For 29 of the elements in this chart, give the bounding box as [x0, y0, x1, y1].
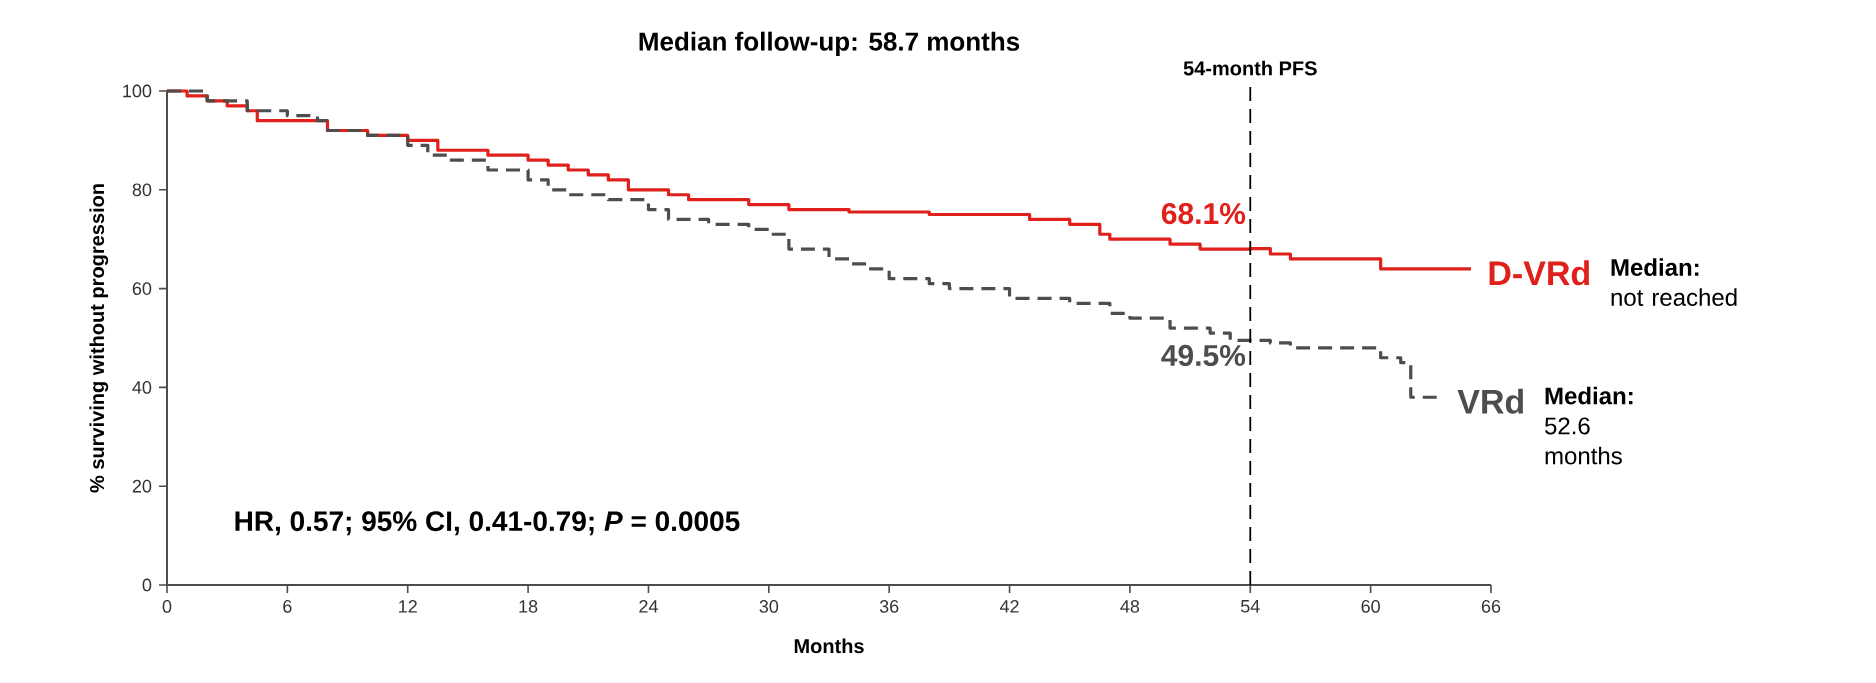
- x-tick-label: 42: [999, 600, 1019, 613]
- x-tick-label: 66: [1481, 600, 1501, 613]
- y-tick-label: 80: [132, 183, 152, 197]
- x-tick-label: 24: [639, 600, 658, 613]
- annotation: 49.5%: [1161, 344, 1246, 367]
- series-label: VRd: [1457, 388, 1524, 414]
- x-axis-title: Months: [794, 638, 864, 654]
- y-tick-label: 0: [142, 578, 152, 592]
- y-tick-label: 100: [123, 84, 152, 98]
- annotation: HR, 0.57; 95% CI, 0.41-0.79; P = 0.0005: [235, 511, 740, 536]
- series-label: D-VRd: [1489, 260, 1589, 286]
- y-tick-label: 40: [132, 381, 152, 394]
- x-tick-label: 54: [1240, 600, 1260, 613]
- text: Median: not reached: [1611, 258, 1737, 306]
- x-tick-label: 48: [1120, 600, 1140, 613]
- x-tick-label: 0: [162, 600, 172, 613]
- x-tick-label: 18: [519, 600, 538, 613]
- y-tick-label: 60: [132, 282, 152, 295]
- x-tick-label: 12: [399, 600, 417, 613]
- x-tick-label: 60: [1361, 600, 1380, 613]
- text: Median: 52.6 months: [1545, 386, 1633, 465]
- y-tick-label: 20: [132, 479, 152, 493]
- y-axis-title: % surviving without progression: [89, 184, 109, 493]
- chart-title: Median follow-up: 58.7 months: [639, 31, 1020, 56]
- x-tick-label: 36: [879, 600, 899, 613]
- ref-line-label: 54-month PFS: [1183, 60, 1317, 76]
- annotation: 68.1%: [1161, 202, 1246, 225]
- x-tick-label: 30: [759, 600, 779, 613]
- x-tick-label: 6: [283, 600, 292, 613]
